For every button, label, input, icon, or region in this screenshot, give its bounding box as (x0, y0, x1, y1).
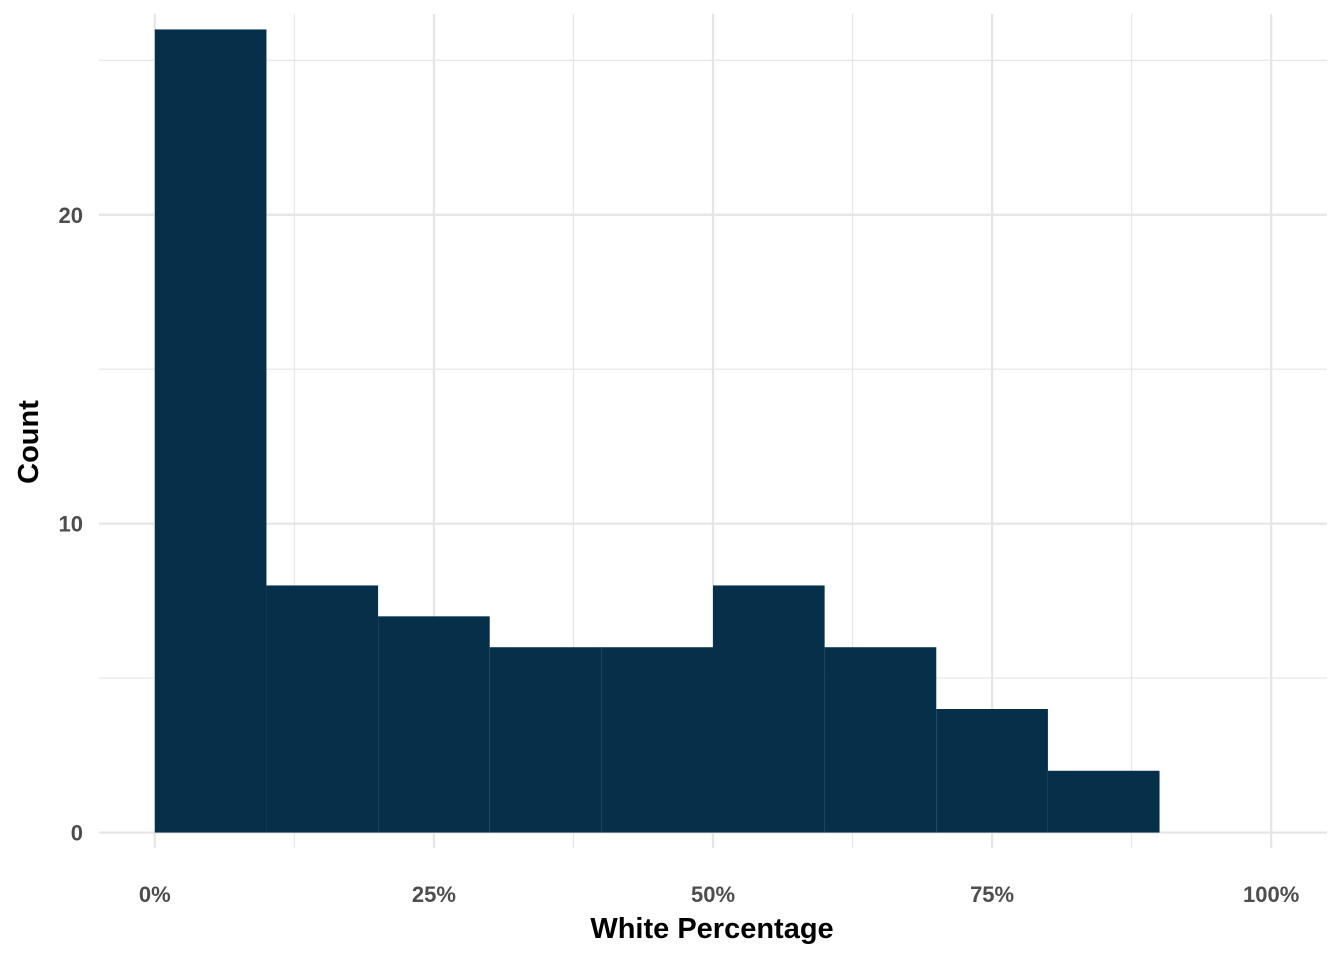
histogram-bar (601, 647, 713, 833)
histogram-bar (936, 709, 1048, 833)
y-tick-label: 0 (71, 821, 83, 846)
histogram-bar (154, 29, 267, 833)
histogram-bar (713, 585, 825, 833)
x-axis-title: White Percentage (590, 913, 833, 945)
x-axis-tick-labels: 0% 25% 50% 75% 100% (139, 882, 1299, 907)
x-tick-label: 75% (970, 882, 1014, 907)
histogram-bars (154, 29, 1160, 833)
x-tick-label: 50% (691, 882, 735, 907)
histogram-bar (1047, 770, 1160, 833)
histogram-bar (489, 647, 602, 833)
histogram-bar (266, 585, 379, 833)
y-axis-tick-labels: 0 10 20 (59, 203, 83, 846)
y-tick-label: 20 (59, 203, 83, 228)
x-tick-label: 0% (139, 882, 171, 907)
y-tick-label: 10 (59, 512, 83, 537)
x-tick-label: 100% (1243, 882, 1299, 907)
x-tick-label: 25% (412, 882, 456, 907)
histogram-bar (378, 616, 490, 833)
histogram-bar (824, 647, 937, 833)
y-axis-title: Count (13, 400, 45, 484)
